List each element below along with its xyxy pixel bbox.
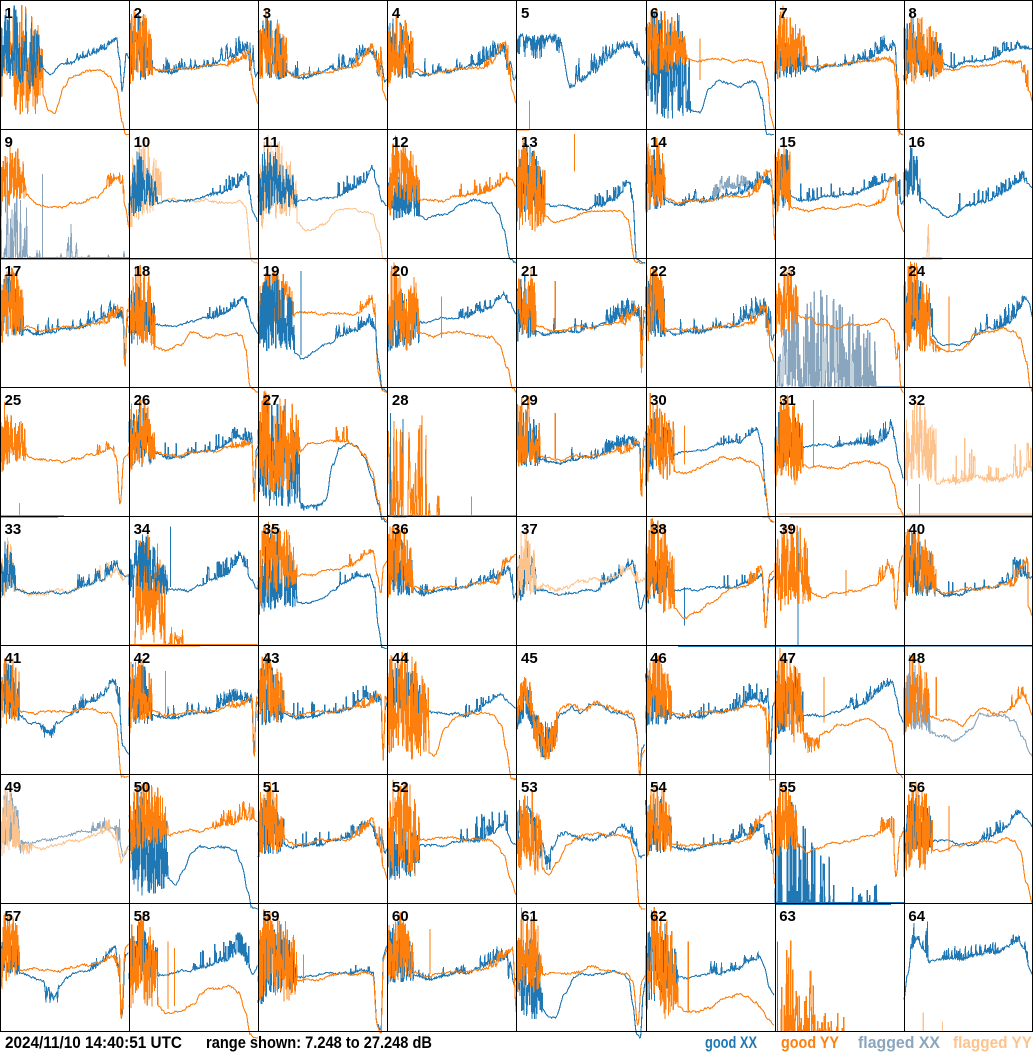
svg-text:6: 6	[650, 5, 658, 22]
svg-text:23: 23	[779, 263, 796, 280]
svg-text:17: 17	[5, 263, 22, 280]
svg-text:56: 56	[908, 779, 925, 796]
svg-text:36: 36	[392, 521, 409, 538]
svg-text:32: 32	[908, 392, 925, 409]
svg-text:2: 2	[134, 5, 142, 22]
svg-text:64: 64	[908, 908, 925, 925]
svg-text:42: 42	[134, 650, 151, 667]
svg-text:28: 28	[392, 392, 409, 409]
svg-text:26: 26	[134, 392, 151, 409]
svg-text:54: 54	[650, 779, 667, 796]
svg-text:63: 63	[779, 908, 796, 925]
svg-text:33: 33	[5, 521, 22, 538]
svg-text:60: 60	[392, 908, 409, 925]
svg-text:55: 55	[779, 779, 796, 796]
svg-text:44: 44	[392, 650, 409, 667]
svg-text:37: 37	[521, 521, 538, 538]
svg-text:7: 7	[779, 5, 787, 22]
svg-text:50: 50	[134, 779, 151, 796]
svg-text:48: 48	[908, 650, 925, 667]
svg-text:30: 30	[650, 392, 667, 409]
svg-text:13: 13	[521, 134, 538, 151]
svg-text:39: 39	[779, 521, 796, 538]
svg-text:2024/11/10 14:40:51 UTC: 2024/11/10 14:40:51 UTC	[5, 1033, 182, 1052]
svg-text:18: 18	[134, 263, 151, 280]
svg-text:52: 52	[392, 779, 409, 796]
svg-text:41: 41	[5, 650, 22, 667]
svg-text:31: 31	[779, 392, 796, 409]
svg-text:1: 1	[5, 5, 13, 22]
svg-text:range shown: 7.248 to 27.248 d: range shown: 7.248 to 27.248 dB	[206, 1033, 432, 1052]
svg-text:27: 27	[263, 392, 280, 409]
svg-text:38: 38	[650, 521, 667, 538]
svg-text:5: 5	[521, 5, 529, 22]
svg-text:40: 40	[908, 521, 925, 538]
svg-text:22: 22	[650, 263, 667, 280]
svg-text:34: 34	[134, 521, 151, 538]
svg-text:4: 4	[392, 5, 401, 22]
svg-text:20: 20	[392, 263, 409, 280]
svg-text:25: 25	[5, 392, 22, 409]
svg-text:15: 15	[779, 134, 796, 151]
svg-text:flagged YY: flagged YY	[953, 1033, 1033, 1052]
svg-text:flagged XX: flagged XX	[858, 1033, 941, 1052]
svg-text:57: 57	[5, 908, 22, 925]
svg-text:12: 12	[392, 134, 409, 151]
svg-text:46: 46	[650, 650, 667, 667]
svg-text:49: 49	[5, 779, 22, 796]
svg-text:21: 21	[521, 263, 538, 280]
svg-text:47: 47	[779, 650, 796, 667]
svg-text:35: 35	[263, 521, 280, 538]
svg-text:29: 29	[521, 392, 538, 409]
svg-text:61: 61	[521, 908, 538, 925]
svg-text:62: 62	[650, 908, 667, 925]
svg-text:9: 9	[5, 134, 13, 151]
svg-text:11: 11	[263, 134, 279, 151]
svg-text:51: 51	[263, 779, 280, 796]
svg-text:58: 58	[134, 908, 151, 925]
svg-text:16: 16	[908, 134, 925, 151]
svg-text:3: 3	[263, 5, 271, 22]
svg-text:43: 43	[263, 650, 280, 667]
svg-text:53: 53	[521, 779, 538, 796]
svg-text:8: 8	[908, 5, 916, 22]
svg-text:good YY: good YY	[781, 1033, 840, 1052]
svg-text:10: 10	[134, 134, 151, 151]
svg-text:19: 19	[263, 263, 280, 280]
svg-text:good XX: good XX	[705, 1033, 757, 1052]
svg-text:45: 45	[521, 650, 538, 667]
svg-text:14: 14	[650, 134, 667, 151]
svg-text:59: 59	[263, 908, 280, 925]
svg-text:24: 24	[908, 263, 925, 280]
